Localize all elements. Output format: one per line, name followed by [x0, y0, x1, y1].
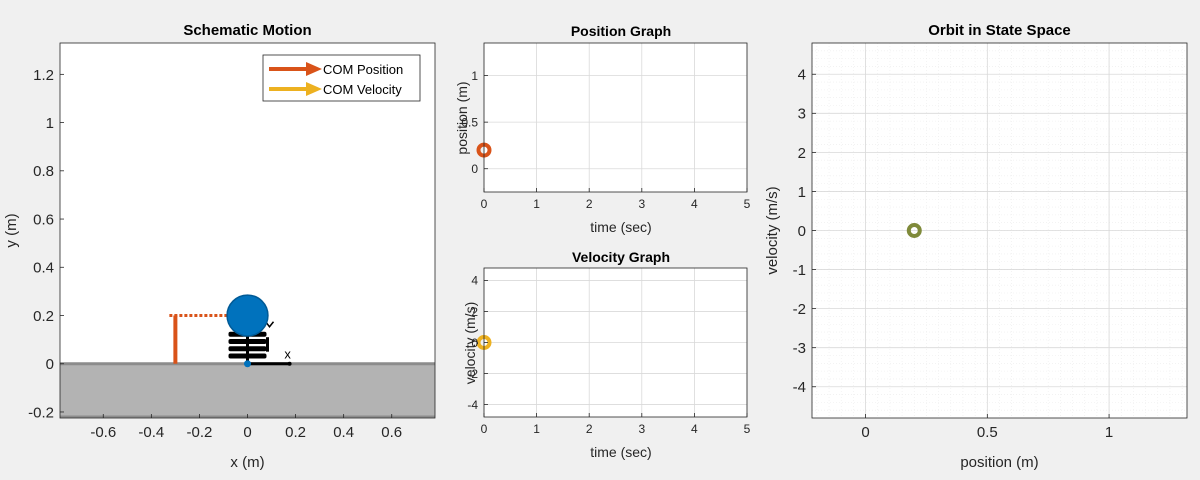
pos-xtick-label: 3: [638, 197, 645, 211]
orb-ytick-label: -2: [793, 301, 806, 318]
sch-ytick-label: 1.2: [33, 67, 54, 84]
velocity-ticks: 0 1 2 3 4 5 -4 -2 0 2 4: [467, 274, 750, 436]
schematic-title: Schematic Motion: [183, 22, 311, 39]
velocity-xlabel: time (sec): [590, 444, 651, 460]
vel-xtick-label: 1: [533, 422, 540, 436]
legend-entry-position: COM Position: [269, 62, 403, 77]
orb-xtick-label: 1: [1105, 424, 1113, 441]
orb-ytick-label: -1: [793, 262, 806, 279]
orbit-marks: [906, 223, 922, 238]
legend-box: [262, 54, 421, 102]
ground-block: [60, 363, 435, 418]
legend-entry-velocity: COM Velocity: [269, 82, 402, 97]
mass-ball: [226, 294, 269, 337]
legend-velocity-label: COM Velocity: [323, 82, 402, 97]
orb-xtick-label: 0: [861, 424, 869, 441]
spring-coil: [228, 339, 267, 345]
sch-xtick-label: -0.4: [138, 424, 164, 441]
position-axes: 0 1 2 3 4 5 0 0.5 1 Position Graph time (sec) po…: [454, 23, 751, 235]
sch-xtick-label: 0: [243, 424, 251, 441]
orbit-ticks: 0 0.5 1 -4 -3 -2 -1 0 1 2 3 4: [793, 67, 1114, 441]
orb-ytick-label: 3: [798, 106, 806, 123]
vel-xtick-label: 3: [638, 422, 645, 436]
vel-xtick-label: 4: [691, 422, 698, 436]
velocity-ylabel: velocity (m/s): [462, 302, 478, 384]
orb-xtick-label: 0.5: [977, 424, 998, 441]
orbit-title: Orbit in State Space: [928, 22, 1071, 39]
position-title: Position Graph: [571, 23, 671, 39]
sch-ytick-label: 0: [46, 356, 54, 373]
orbit-xlabel: position (m): [960, 454, 1038, 471]
sch-ytick-label: -0.2: [28, 404, 54, 421]
legend-velocity-arrowhead: [306, 82, 322, 96]
x-axis-end-dot: [287, 361, 292, 366]
spring-coil: [228, 346, 267, 352]
schematic-xlabel: x (m): [230, 454, 264, 471]
sch-ytick-label: 0.4: [33, 260, 54, 277]
legend-position-arrowhead: [306, 62, 322, 76]
vel-ytick-label: 0: [471, 336, 478, 350]
position-frame: [483, 42, 748, 193]
pos-xtick-label: 5: [744, 197, 751, 211]
orbit-frame: [811, 42, 1188, 419]
schematic-ylabel: y (m): [3, 213, 20, 247]
velocity-title: Velocity Graph: [572, 249, 670, 265]
orb-ytick-label: 1: [798, 184, 806, 201]
vel-ytick-label: -4: [467, 398, 478, 412]
sch-ytick-label: 0.2: [33, 308, 54, 325]
orb-ytick-label: -4: [793, 379, 806, 396]
schematic-axes: x -0.6 -0.4 -0.2 0 0.2 0.4 0.6 -0.2 0 0.2 0.4 0.6 0.…: [3, 22, 436, 471]
orb-ytick-label: 2: [798, 145, 806, 162]
schematic-ticks: -0.6 -0.4 -0.2 0 0.2 0.4 0.6 -0.2 0 0.2 0.4 0.6 0.8 1…: [28, 67, 402, 441]
pos-ytick-label: 0: [471, 162, 478, 176]
position-ticks: 0 1 2 3 4 5 0 0.5 1: [461, 69, 750, 211]
pos-xtick-label: 1: [533, 197, 540, 211]
legend-position-label: COM Position: [323, 62, 403, 77]
x-axis-origin-dot: [244, 360, 251, 368]
sch-xtick-label: -0.2: [186, 424, 212, 441]
schematic-legend[interactable]: COM Position COM Velocity: [262, 54, 421, 102]
schematic-scene: x: [60, 294, 435, 418]
vel-xtick-label: 0: [481, 422, 488, 436]
x-axis-marker-label: x: [284, 347, 291, 362]
velocity-frame: [483, 267, 748, 418]
sch-ytick-label: 1: [46, 115, 54, 132]
pos-xtick-label: 4: [691, 197, 698, 211]
sch-ytick-label: 0.8: [33, 163, 54, 180]
orb-ytick-label: 4: [798, 67, 806, 84]
spring-coil: [228, 353, 267, 359]
position-ylabel: position (m): [454, 81, 470, 154]
pos-xtick-label: 2: [586, 197, 593, 211]
sch-ytick-label: 0.6: [33, 211, 54, 228]
vel-ytick-label: 4: [471, 274, 478, 288]
sch-xtick-label: 0.4: [333, 424, 354, 441]
vel-ytick-label: 2: [471, 305, 478, 319]
pos-xtick-label: 0: [481, 197, 488, 211]
pos-ytick-label: 0.5: [461, 115, 478, 129]
sch-xtick-label: -0.6: [90, 424, 116, 441]
sch-xtick-label: 0.6: [381, 424, 402, 441]
position-xlabel: time (sec): [590, 219, 651, 235]
vel-ytick-label: -2: [467, 367, 478, 381]
pos-ytick-label: 1: [471, 69, 478, 83]
vel-xtick-label: 5: [744, 422, 751, 436]
orb-ytick-label: -3: [793, 340, 806, 357]
sch-xtick-label: 0.2: [285, 424, 306, 441]
vel-xtick-label: 2: [586, 422, 593, 436]
orb-ytick-label: 0: [798, 223, 806, 240]
orbit-grid: [812, 43, 1187, 418]
orbit-ylabel: velocity (m/s): [764, 186, 781, 274]
schematic-frame: [59, 42, 436, 419]
position-plot-area: [484, 43, 747, 192]
orbit-data-point: [906, 223, 922, 238]
